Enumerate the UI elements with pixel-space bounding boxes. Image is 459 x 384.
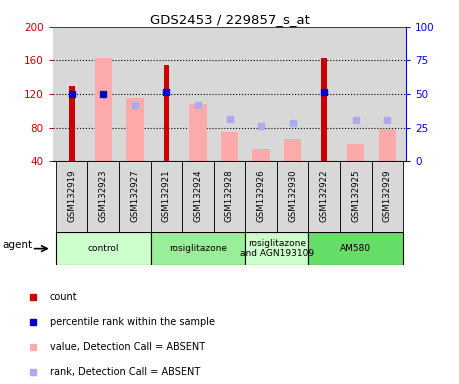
Text: rosiglitazone
and AGN193109: rosiglitazone and AGN193109 (240, 239, 314, 258)
Bar (252, 149, 270, 161)
Text: GSM132922: GSM132922 (319, 170, 329, 222)
Bar (308, 161, 340, 232)
Bar (284, 139, 301, 161)
Text: percentile rank within the sample: percentile rank within the sample (50, 316, 215, 327)
Bar (347, 144, 364, 161)
Text: agent: agent (3, 240, 33, 250)
Text: GSM132928: GSM132928 (225, 170, 234, 222)
Bar (163, 65, 169, 161)
Text: AM580: AM580 (340, 244, 371, 253)
Text: GSM132919: GSM132919 (67, 170, 76, 222)
Bar (151, 232, 245, 265)
Text: GSM132923: GSM132923 (99, 170, 108, 222)
Text: value, Detection Call = ABSENT: value, Detection Call = ABSENT (50, 341, 205, 352)
Bar (189, 104, 207, 161)
Text: count: count (50, 291, 78, 302)
Bar (88, 161, 119, 232)
Text: GSM132926: GSM132926 (257, 170, 266, 222)
Bar (321, 58, 327, 161)
Bar (245, 232, 308, 265)
Text: rank, Detection Call = ABSENT: rank, Detection Call = ABSENT (50, 366, 200, 377)
Bar (95, 58, 112, 161)
Bar (56, 232, 151, 265)
Bar (277, 161, 308, 232)
Bar (151, 161, 182, 232)
Text: control: control (88, 244, 119, 253)
Bar (214, 161, 245, 232)
Bar (379, 129, 396, 161)
Bar (340, 161, 371, 232)
Bar (182, 161, 214, 232)
Bar (119, 161, 151, 232)
Text: GSM132927: GSM132927 (130, 170, 140, 222)
Bar (245, 161, 277, 232)
Text: GSM132925: GSM132925 (351, 170, 360, 222)
Bar (56, 161, 88, 232)
Title: GDS2453 / 229857_s_at: GDS2453 / 229857_s_at (150, 13, 309, 26)
Bar (308, 232, 403, 265)
Text: GSM132924: GSM132924 (193, 170, 202, 222)
Bar (221, 132, 238, 161)
Text: GSM132929: GSM132929 (383, 170, 392, 222)
Text: GSM132921: GSM132921 (162, 170, 171, 222)
Text: rosiglitazone: rosiglitazone (169, 244, 227, 253)
Bar (126, 98, 144, 161)
Bar (371, 161, 403, 232)
Text: GSM132930: GSM132930 (288, 170, 297, 222)
Bar (69, 86, 74, 161)
